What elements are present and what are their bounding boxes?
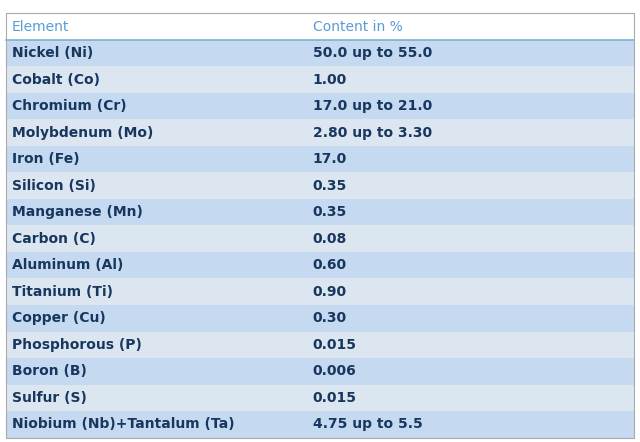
FancyBboxPatch shape <box>6 93 634 119</box>
Text: Molybdenum (Mo): Molybdenum (Mo) <box>12 126 153 140</box>
FancyBboxPatch shape <box>6 66 634 93</box>
FancyBboxPatch shape <box>6 278 634 305</box>
FancyBboxPatch shape <box>6 305 634 332</box>
FancyBboxPatch shape <box>6 40 634 66</box>
Text: Manganese (Mn): Manganese (Mn) <box>12 205 142 219</box>
Text: 0.015: 0.015 <box>312 338 356 352</box>
FancyBboxPatch shape <box>6 146 634 172</box>
Text: Silicon (Si): Silicon (Si) <box>12 179 95 193</box>
Text: 17.0 up to 21.0: 17.0 up to 21.0 <box>312 99 432 113</box>
FancyBboxPatch shape <box>6 411 634 438</box>
Text: 0.35: 0.35 <box>312 179 347 193</box>
Text: Aluminum (Al): Aluminum (Al) <box>12 258 123 272</box>
Text: 2.80 up to 3.30: 2.80 up to 3.30 <box>312 126 432 140</box>
Text: Nickel (Ni): Nickel (Ni) <box>12 46 93 60</box>
FancyBboxPatch shape <box>6 225 634 252</box>
Text: Chromium (Cr): Chromium (Cr) <box>12 99 126 113</box>
Text: 0.08: 0.08 <box>312 232 347 246</box>
FancyBboxPatch shape <box>6 199 634 225</box>
Text: 0.30: 0.30 <box>312 311 347 325</box>
Text: 0.015: 0.015 <box>312 391 356 405</box>
Text: 4.75 up to 5.5: 4.75 up to 5.5 <box>312 417 422 431</box>
Text: 0.006: 0.006 <box>312 364 356 378</box>
Text: Niobium (Nb)+Tantalum (Ta): Niobium (Nb)+Tantalum (Ta) <box>12 417 234 431</box>
Text: 50.0 up to 55.0: 50.0 up to 55.0 <box>312 46 432 60</box>
Text: Boron (B): Boron (B) <box>12 364 86 378</box>
Text: Cobalt (Co): Cobalt (Co) <box>12 72 100 87</box>
FancyBboxPatch shape <box>6 385 634 411</box>
Text: Element: Element <box>12 19 69 34</box>
Text: Titanium (Ti): Titanium (Ti) <box>12 285 113 299</box>
Text: Carbon (C): Carbon (C) <box>12 232 95 246</box>
FancyBboxPatch shape <box>6 172 634 199</box>
Text: 0.90: 0.90 <box>312 285 347 299</box>
Text: Copper (Cu): Copper (Cu) <box>12 311 105 325</box>
Text: 1.00: 1.00 <box>312 72 347 87</box>
Text: Phosphorous (P): Phosphorous (P) <box>12 338 141 352</box>
Text: 17.0: 17.0 <box>312 152 347 166</box>
Text: Content in %: Content in % <box>312 19 403 34</box>
FancyBboxPatch shape <box>6 13 634 40</box>
Text: 0.60: 0.60 <box>312 258 347 272</box>
FancyBboxPatch shape <box>6 119 634 146</box>
FancyBboxPatch shape <box>6 252 634 278</box>
Text: 0.35: 0.35 <box>312 205 347 219</box>
Text: Iron (Fe): Iron (Fe) <box>12 152 79 166</box>
Text: Sulfur (S): Sulfur (S) <box>12 391 86 405</box>
FancyBboxPatch shape <box>6 332 634 358</box>
FancyBboxPatch shape <box>6 358 634 385</box>
